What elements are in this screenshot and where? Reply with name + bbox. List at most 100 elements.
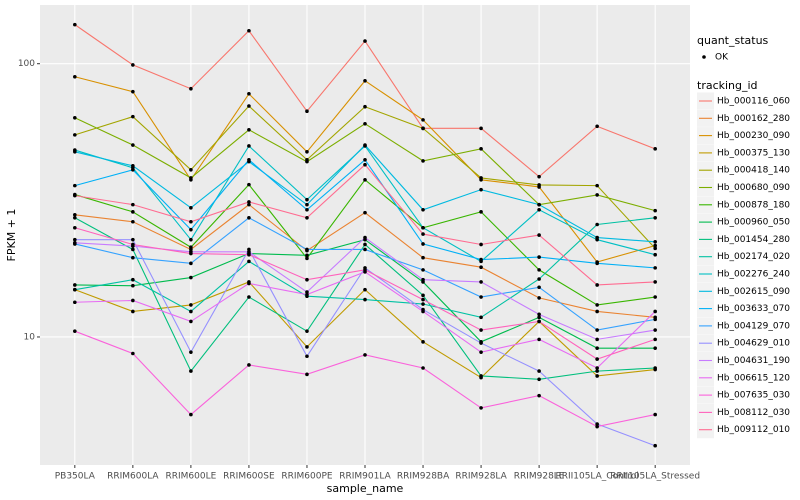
data-point: [305, 345, 309, 349]
data-point: [653, 147, 657, 151]
data-point: [653, 280, 657, 284]
data-point: [189, 275, 193, 280]
data-point: [73, 74, 77, 79]
data-point: [189, 412, 193, 417]
data-point: [479, 147, 483, 151]
data-point: [73, 225, 77, 230]
x-tick-label: RRIM928LE: [514, 472, 565, 482]
data-point: [421, 207, 425, 212]
y-tick-label: 100: [18, 59, 35, 69]
data-point: [479, 295, 483, 299]
data-point: [247, 295, 251, 299]
legend-label: Hb_000375_130: [717, 148, 790, 158]
data-point: [247, 157, 251, 162]
data-point: [305, 372, 309, 377]
data-point: [363, 104, 367, 109]
data-point: [421, 225, 425, 230]
data-point: [305, 290, 309, 294]
data-point: [247, 363, 251, 367]
data-point: [595, 422, 599, 426]
legend-label: Hb_008112_030: [717, 408, 790, 418]
data-point: [131, 255, 135, 260]
data-point: [131, 164, 135, 168]
data-point: [537, 202, 541, 207]
legend-label: Hb_004629_010: [717, 339, 790, 349]
x-tick-label: RRII105LA_Stressed: [610, 472, 700, 482]
legend-label: Hb_009112_010: [717, 425, 790, 435]
data-point: [653, 239, 657, 244]
data-point: [73, 183, 77, 188]
legend-label: OK: [715, 53, 729, 63]
data-point: [305, 247, 309, 252]
data-point: [479, 406, 483, 410]
data-point: [189, 251, 193, 256]
data-point: [479, 280, 483, 284]
legend-label: Hb_001454_280: [717, 235, 790, 245]
x-tick-label: RRII105LA_Control: [555, 472, 638, 482]
data-point: [73, 283, 77, 287]
data-point: [595, 309, 599, 314]
data-point: [131, 114, 135, 119]
data-point: [305, 202, 309, 207]
data-point: [479, 126, 483, 131]
data-point: [421, 118, 425, 122]
x-tick-label: RRIM600LE: [165, 472, 216, 482]
data-point: [131, 309, 135, 314]
x-tick-label: PB350LA: [55, 472, 96, 482]
data-point: [595, 337, 599, 342]
data-point: [189, 303, 193, 307]
data-point: [421, 268, 425, 272]
data-point: [247, 200, 251, 204]
data-point: [73, 241, 77, 245]
data-point: [363, 247, 367, 252]
data-point: [131, 219, 135, 224]
data-point: [653, 346, 657, 350]
data-point: [363, 242, 367, 247]
data-point: [363, 353, 367, 357]
data-point: [363, 235, 367, 240]
data-point: [595, 424, 599, 429]
data-point: [131, 277, 135, 282]
data-point: [479, 187, 483, 192]
data-point: [421, 159, 425, 163]
data-point: [537, 377, 541, 382]
data-point: [421, 366, 425, 370]
data-point: [421, 277, 425, 282]
data-point: [653, 208, 657, 213]
data-point: [247, 259, 251, 264]
data-point: [479, 265, 483, 270]
data-point: [479, 341, 483, 345]
y-tick-label: 10: [24, 332, 36, 342]
x-tick-label: RRIM600PE: [281, 472, 333, 482]
data-point: [305, 197, 309, 202]
data-point: [247, 127, 251, 132]
data-point: [595, 374, 599, 378]
legend-title: quant_status: [697, 34, 769, 47]
data-point: [305, 292, 309, 297]
data-point: [595, 328, 599, 332]
data-point: [421, 242, 425, 246]
legend-title: tracking_id: [697, 79, 758, 92]
data-point: [653, 252, 657, 257]
data-point: [653, 328, 657, 332]
data-point: [421, 340, 425, 344]
data-point: [595, 366, 599, 370]
data-point: [537, 207, 541, 212]
data-point: [537, 233, 541, 237]
legend-label: Hb_000116_060: [717, 97, 790, 107]
data-point: [537, 183, 541, 187]
data-point: [189, 369, 193, 373]
x-tick-label: RRIM600LA: [107, 472, 159, 482]
x-axis-title: sample_name: [327, 482, 404, 495]
data-point: [131, 298, 135, 303]
data-point: [73, 22, 77, 27]
data-point: [595, 222, 599, 227]
legend-label: Hb_007635_030: [717, 391, 790, 401]
data-point: [363, 78, 367, 83]
data-point: [363, 287, 367, 292]
data-point: [653, 317, 657, 322]
data-point: [653, 443, 657, 448]
data-point: [479, 328, 483, 332]
data-point: [595, 369, 599, 373]
